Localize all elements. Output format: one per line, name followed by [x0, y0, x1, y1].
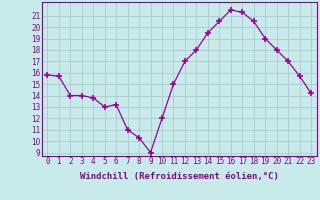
X-axis label: Windchill (Refroidissement éolien,°C): Windchill (Refroidissement éolien,°C)	[80, 172, 279, 181]
